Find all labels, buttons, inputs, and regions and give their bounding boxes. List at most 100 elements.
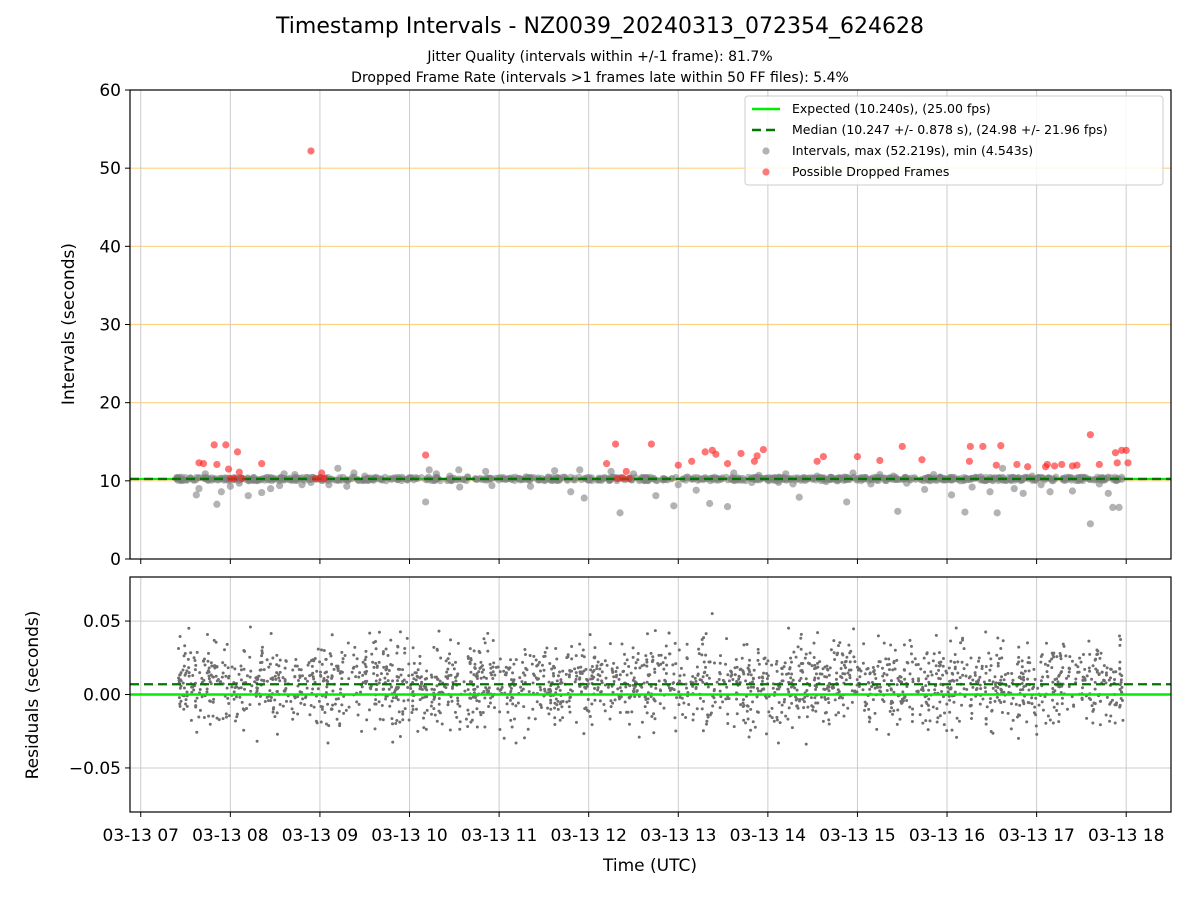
residual-point: [1119, 697, 1123, 701]
residual-point: [1098, 699, 1102, 703]
residual-point: [190, 690, 194, 694]
residual-point: [1076, 665, 1080, 669]
residual-point: [437, 629, 441, 633]
residual-point: [950, 671, 954, 675]
residual-point: [830, 685, 834, 689]
residual-point: [377, 630, 381, 634]
residual-point: [835, 671, 839, 675]
residual-point: [442, 685, 446, 689]
residual-point: [289, 699, 293, 703]
residual-point: [207, 674, 211, 678]
residual-point: [785, 672, 789, 676]
residual-point: [996, 664, 1000, 668]
residual-point: [394, 722, 398, 726]
residual-point: [915, 689, 919, 693]
residual-point: [458, 727, 462, 731]
residual-point: [1088, 669, 1092, 673]
residual-point: [978, 675, 982, 679]
residual-point: [242, 728, 246, 732]
residual-point: [903, 668, 907, 672]
residual-point: [608, 717, 612, 721]
x-tick-label: 03-13 17: [998, 826, 1074, 846]
residual-point: [1074, 677, 1078, 681]
residual-point: [1001, 639, 1005, 643]
residual-point: [685, 656, 689, 660]
residual-point: [951, 678, 955, 682]
residual-point: [510, 695, 514, 699]
residual-point: [386, 679, 390, 683]
residual-point: [554, 687, 558, 691]
residual-point: [432, 707, 436, 711]
residual-point: [533, 717, 537, 721]
residual-point: [312, 705, 316, 709]
x-tick-label: 03-13 09: [282, 826, 358, 846]
residual-point: [182, 664, 186, 668]
residual-point: [1007, 684, 1011, 688]
residual-point: [1051, 721, 1055, 725]
interval-point: [607, 467, 615, 476]
residual-point: [856, 668, 860, 672]
residual-point: [508, 698, 512, 702]
residual-point: [588, 715, 592, 719]
residual-point: [583, 685, 587, 689]
residual-point: [208, 722, 212, 726]
residual-point: [326, 741, 330, 745]
residual-point: [198, 688, 202, 692]
residual-point: [973, 671, 977, 675]
residual-point: [328, 652, 332, 656]
residual-point: [726, 697, 730, 701]
dropped-frame-point: [258, 460, 266, 468]
residual-point: [1059, 654, 1063, 658]
residual-point: [803, 695, 807, 699]
residual-point: [897, 679, 901, 683]
residual-point: [770, 716, 774, 720]
residual-point: [969, 716, 973, 720]
residuals-series: [177, 612, 1125, 746]
residual-point: [556, 674, 560, 678]
residual-point: [397, 710, 401, 714]
residual-point: [698, 678, 702, 682]
residual-point: [868, 672, 872, 676]
residual-point: [305, 686, 309, 690]
residual-point: [505, 702, 509, 706]
residual-point: [996, 636, 1000, 640]
residual-point: [221, 671, 225, 675]
residual-point: [848, 676, 852, 680]
residual-point: [268, 662, 272, 666]
residual-point: [1061, 666, 1065, 670]
residual-point: [277, 673, 281, 677]
residual-point: [411, 704, 415, 708]
residual-point: [1102, 678, 1106, 682]
legend-expected-label: Expected (10.240s), (25.00 fps): [792, 101, 991, 116]
residual-point: [398, 630, 402, 634]
residual-point: [867, 720, 871, 724]
residual-point: [512, 678, 516, 682]
residual-point: [567, 699, 571, 703]
residual-point: [847, 668, 851, 672]
residual-point: [760, 679, 764, 683]
residual-point: [424, 727, 428, 731]
residual-point: [811, 705, 815, 709]
residual-point: [1023, 669, 1027, 673]
residual-point: [466, 725, 470, 729]
dropped-frame-point: [213, 460, 221, 469]
residual-point: [473, 687, 477, 691]
intervals-vertical-grid: [140, 90, 1127, 559]
interval-point: [740, 476, 748, 484]
residual-point: [181, 668, 185, 672]
residual-point: [813, 684, 817, 688]
interval-point: [499, 475, 507, 483]
dropped-frame-point: [966, 442, 974, 451]
residual-point: [539, 705, 543, 709]
residual-point: [514, 704, 518, 708]
residual-point: [697, 647, 701, 651]
residual-point: [911, 713, 915, 717]
residual-point: [667, 631, 671, 635]
residual-point: [706, 685, 710, 689]
residual-point: [274, 677, 278, 681]
residual-point: [887, 668, 891, 672]
residual-point: [268, 689, 272, 693]
dropped-frame-point: [238, 474, 246, 483]
residual-point: [834, 713, 838, 717]
residual-point: [347, 705, 351, 709]
